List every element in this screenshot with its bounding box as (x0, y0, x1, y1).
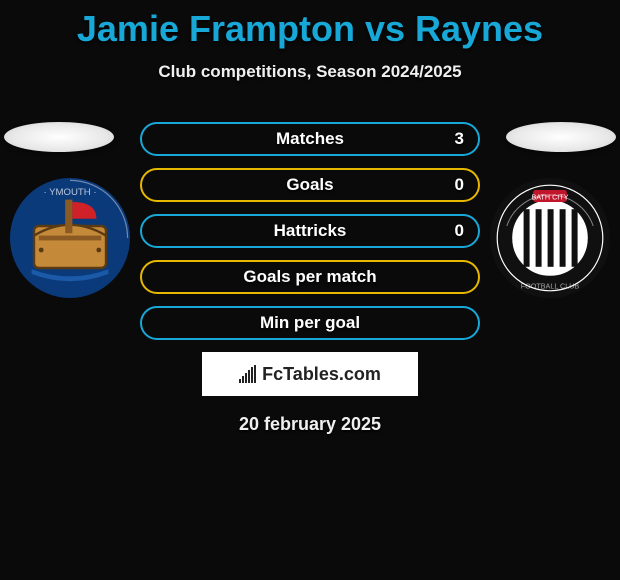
stats-list: Matches 3 Goals 0 Hattricks 0 Goals per … (140, 122, 480, 435)
svg-text:FOOTBALL CLUB: FOOTBALL CLUB (521, 281, 580, 290)
date-text: 20 february 2025 (140, 414, 480, 435)
watermark-text: FcTables.com (262, 364, 381, 385)
player-name-oval-left (4, 122, 114, 152)
stat-label: Hattricks (274, 221, 347, 241)
svg-text:· YMOUTH ·: · YMOUTH · (43, 187, 96, 198)
bars-icon (239, 365, 256, 383)
player-name-oval-right (506, 122, 616, 152)
page-title: Jamie Frampton vs Raynes (0, 0, 620, 50)
stat-row-min-per-goal: Min per goal (140, 306, 480, 340)
stat-label: Goals per match (243, 267, 376, 287)
stat-label: Matches (276, 129, 344, 149)
page-subtitle: Club competitions, Season 2024/2025 (0, 62, 620, 82)
stat-row-goals-per-match: Goals per match (140, 260, 480, 294)
stat-label: Goals (286, 175, 333, 195)
watermark: FcTables.com (202, 352, 418, 396)
stat-value-right: 3 (455, 129, 464, 149)
stat-label: Min per goal (260, 313, 360, 333)
club-crest-right: BATH CITYFOOTBALL CLUB (490, 178, 610, 298)
stat-row-goals: Goals 0 (140, 168, 480, 202)
stat-row-hattricks: Hattricks 0 (140, 214, 480, 248)
stat-value-right: 0 (455, 221, 464, 241)
stat-value-right: 0 (455, 175, 464, 195)
club-crest-left: · YMOUTH · (10, 178, 130, 298)
stat-row-matches: Matches 3 (140, 122, 480, 156)
